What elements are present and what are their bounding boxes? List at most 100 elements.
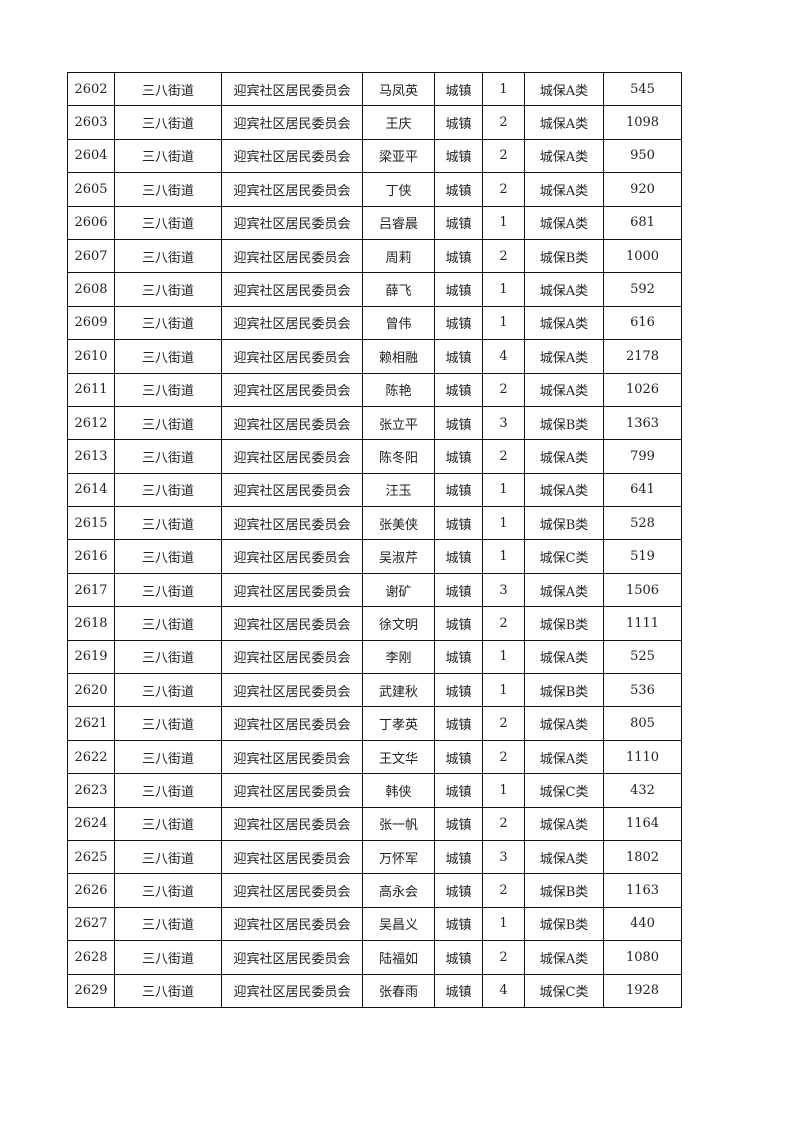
cell-community: 迎宾社区居民委员会: [221, 739, 363, 775]
cell-street: 三八街道: [114, 673, 222, 708]
cell-row-number: 2612: [67, 405, 115, 441]
cell-community: 迎宾社区居民委员会: [221, 906, 363, 942]
table-row: 2615 三八街道 迎宾社区居民委员会 张美侠 城镇 1 城保B类 528: [67, 506, 682, 541]
cell-amount: 1802: [603, 839, 682, 875]
table-row: 2626 三八街道 迎宾社区居民委员会 高永会 城镇 2 城保B类 1163: [67, 873, 682, 908]
cell-row-number: 2623: [67, 773, 115, 808]
cell-street: 三八街道: [114, 472, 222, 508]
cell-insurance-category: 城保B类: [524, 606, 604, 641]
cell-name: 丁侠: [362, 172, 435, 207]
data-table: 2602 三八街道 迎宾社区居民委员会 马凤英 城镇 1 城保A类 545 2603 三八街道 迎宾…: [67, 71, 682, 1008]
cell-name: 赖相融: [362, 339, 435, 374]
cell-street: 三八街道: [114, 405, 222, 441]
cell-community: 迎宾社区居民委员会: [221, 405, 363, 441]
cell-area-type: 城镇: [434, 339, 483, 374]
cell-street: 三八街道: [114, 238, 222, 274]
cell-street: 三八街道: [114, 506, 222, 541]
cell-amount: 1111: [603, 606, 682, 641]
cell-amount: 1163: [603, 873, 682, 908]
cell-household-count: 2: [482, 172, 525, 207]
cell-household-count: 2: [482, 105, 525, 140]
table-row: 2614 三八街道 迎宾社区居民委员会 汪玉 城镇 1 城保A类 641: [67, 472, 682, 508]
cell-household-count: 3: [482, 405, 525, 441]
cell-row-number: 2624: [67, 806, 115, 841]
cell-amount: 950: [603, 138, 682, 174]
cell-amount: 440: [603, 906, 682, 942]
cell-community: 迎宾社区居民委员会: [221, 439, 363, 474]
table-row: 2607 三八街道 迎宾社区居民委员会 周莉 城镇 2 城保B类 1000: [67, 238, 682, 274]
cell-name: 王庆: [362, 105, 435, 140]
cell-row-number: 2625: [67, 839, 115, 875]
cell-insurance-category: 城保A类: [524, 205, 604, 240]
cell-name: 谢矿: [362, 572, 435, 608]
table-row: 2611 三八街道 迎宾社区居民委员会 陈艳 城镇 2 城保A类 1026: [67, 372, 682, 407]
cell-row-number: 2602: [67, 71, 115, 107]
table-row: 2624 三八街道 迎宾社区居民委员会 张一帆 城镇 2 城保A类 1164: [67, 806, 682, 841]
table-row: 2622 三八街道 迎宾社区居民委员会 王文华 城镇 2 城保A类 1110: [67, 739, 682, 775]
cell-insurance-category: 城保A类: [524, 372, 604, 407]
cell-household-count: 1: [482, 906, 525, 942]
cell-insurance-category: 城保C类: [524, 973, 604, 1008]
cell-community: 迎宾社区居民委员会: [221, 305, 363, 341]
cell-insurance-category: 城保B类: [524, 238, 604, 274]
cell-insurance-category: 城保A类: [524, 305, 604, 341]
cell-amount: 1164: [603, 806, 682, 841]
cell-insurance-category: 城保A类: [524, 339, 604, 374]
cell-street: 三八街道: [114, 372, 222, 407]
cell-household-count: 2: [482, 873, 525, 908]
table-row: 2629 三八街道 迎宾社区居民委员会 张春雨 城镇 4 城保C类 1928: [67, 973, 682, 1008]
cell-household-count: 4: [482, 973, 525, 1008]
cell-household-count: 4: [482, 339, 525, 374]
cell-amount: 920: [603, 172, 682, 207]
table-row: 2623 三八街道 迎宾社区居民委员会 韩侠 城镇 1 城保C类 432: [67, 773, 682, 808]
cell-area-type: 城镇: [434, 506, 483, 541]
cell-insurance-category: 城保C类: [524, 773, 604, 808]
table-row: 2612 三八街道 迎宾社区居民委员会 张立平 城镇 3 城保B类 1363: [67, 405, 682, 441]
cell-row-number: 2603: [67, 105, 115, 140]
cell-insurance-category: 城保A类: [524, 105, 604, 140]
cell-community: 迎宾社区居民委员会: [221, 539, 363, 574]
cell-name: 陈冬阳: [362, 439, 435, 474]
table-row: 2618 三八街道 迎宾社区居民委员会 徐文明 城镇 2 城保B类 1111: [67, 606, 682, 641]
cell-name: 梁亚平: [362, 138, 435, 174]
cell-household-count: 2: [482, 940, 525, 975]
cell-area-type: 城镇: [434, 71, 483, 107]
cell-name: 徐文明: [362, 606, 435, 641]
cell-insurance-category: 城保B类: [524, 506, 604, 541]
cell-insurance-category: 城保A类: [524, 138, 604, 174]
cell-street: 三八街道: [114, 873, 222, 908]
table-row: 2617 三八街道 迎宾社区居民委员会 谢矿 城镇 3 城保A类 1506: [67, 572, 682, 608]
cell-street: 三八街道: [114, 606, 222, 641]
cell-row-number: 2605: [67, 172, 115, 207]
cell-row-number: 2617: [67, 572, 115, 608]
cell-row-number: 2604: [67, 138, 115, 174]
table-row: 2620 三八街道 迎宾社区居民委员会 武建秋 城镇 1 城保B类 536: [67, 673, 682, 708]
cell-street: 三八街道: [114, 339, 222, 374]
cell-amount: 528: [603, 506, 682, 541]
cell-name: 张美侠: [362, 506, 435, 541]
cell-household-count: 2: [482, 706, 525, 741]
table-row: 2603 三八街道 迎宾社区居民委员会 王庆 城镇 2 城保A类 1098: [67, 105, 682, 140]
cell-amount: 641: [603, 472, 682, 508]
cell-amount: 681: [603, 205, 682, 240]
cell-name: 马凤英: [362, 71, 435, 107]
cell-street: 三八街道: [114, 906, 222, 942]
cell-row-number: 2609: [67, 305, 115, 341]
cell-insurance-category: 城保A类: [524, 572, 604, 608]
cell-area-type: 城镇: [434, 138, 483, 174]
cell-household-count: 1: [482, 773, 525, 808]
cell-insurance-category: 城保A类: [524, 472, 604, 508]
cell-name: 丁孝英: [362, 706, 435, 741]
cell-row-number: 2615: [67, 506, 115, 541]
cell-community: 迎宾社区居民委员会: [221, 606, 363, 641]
cell-household-count: 1: [482, 539, 525, 574]
cell-street: 三八街道: [114, 806, 222, 841]
cell-amount: 525: [603, 639, 682, 675]
cell-community: 迎宾社区居民委员会: [221, 940, 363, 975]
cell-community: 迎宾社区居民委员会: [221, 572, 363, 608]
cell-row-number: 2620: [67, 673, 115, 708]
cell-name: 吕睿晨: [362, 205, 435, 240]
table-row: 2609 三八街道 迎宾社区居民委员会 曾伟 城镇 1 城保A类 616: [67, 305, 682, 341]
cell-community: 迎宾社区居民委员会: [221, 172, 363, 207]
cell-row-number: 2627: [67, 906, 115, 942]
